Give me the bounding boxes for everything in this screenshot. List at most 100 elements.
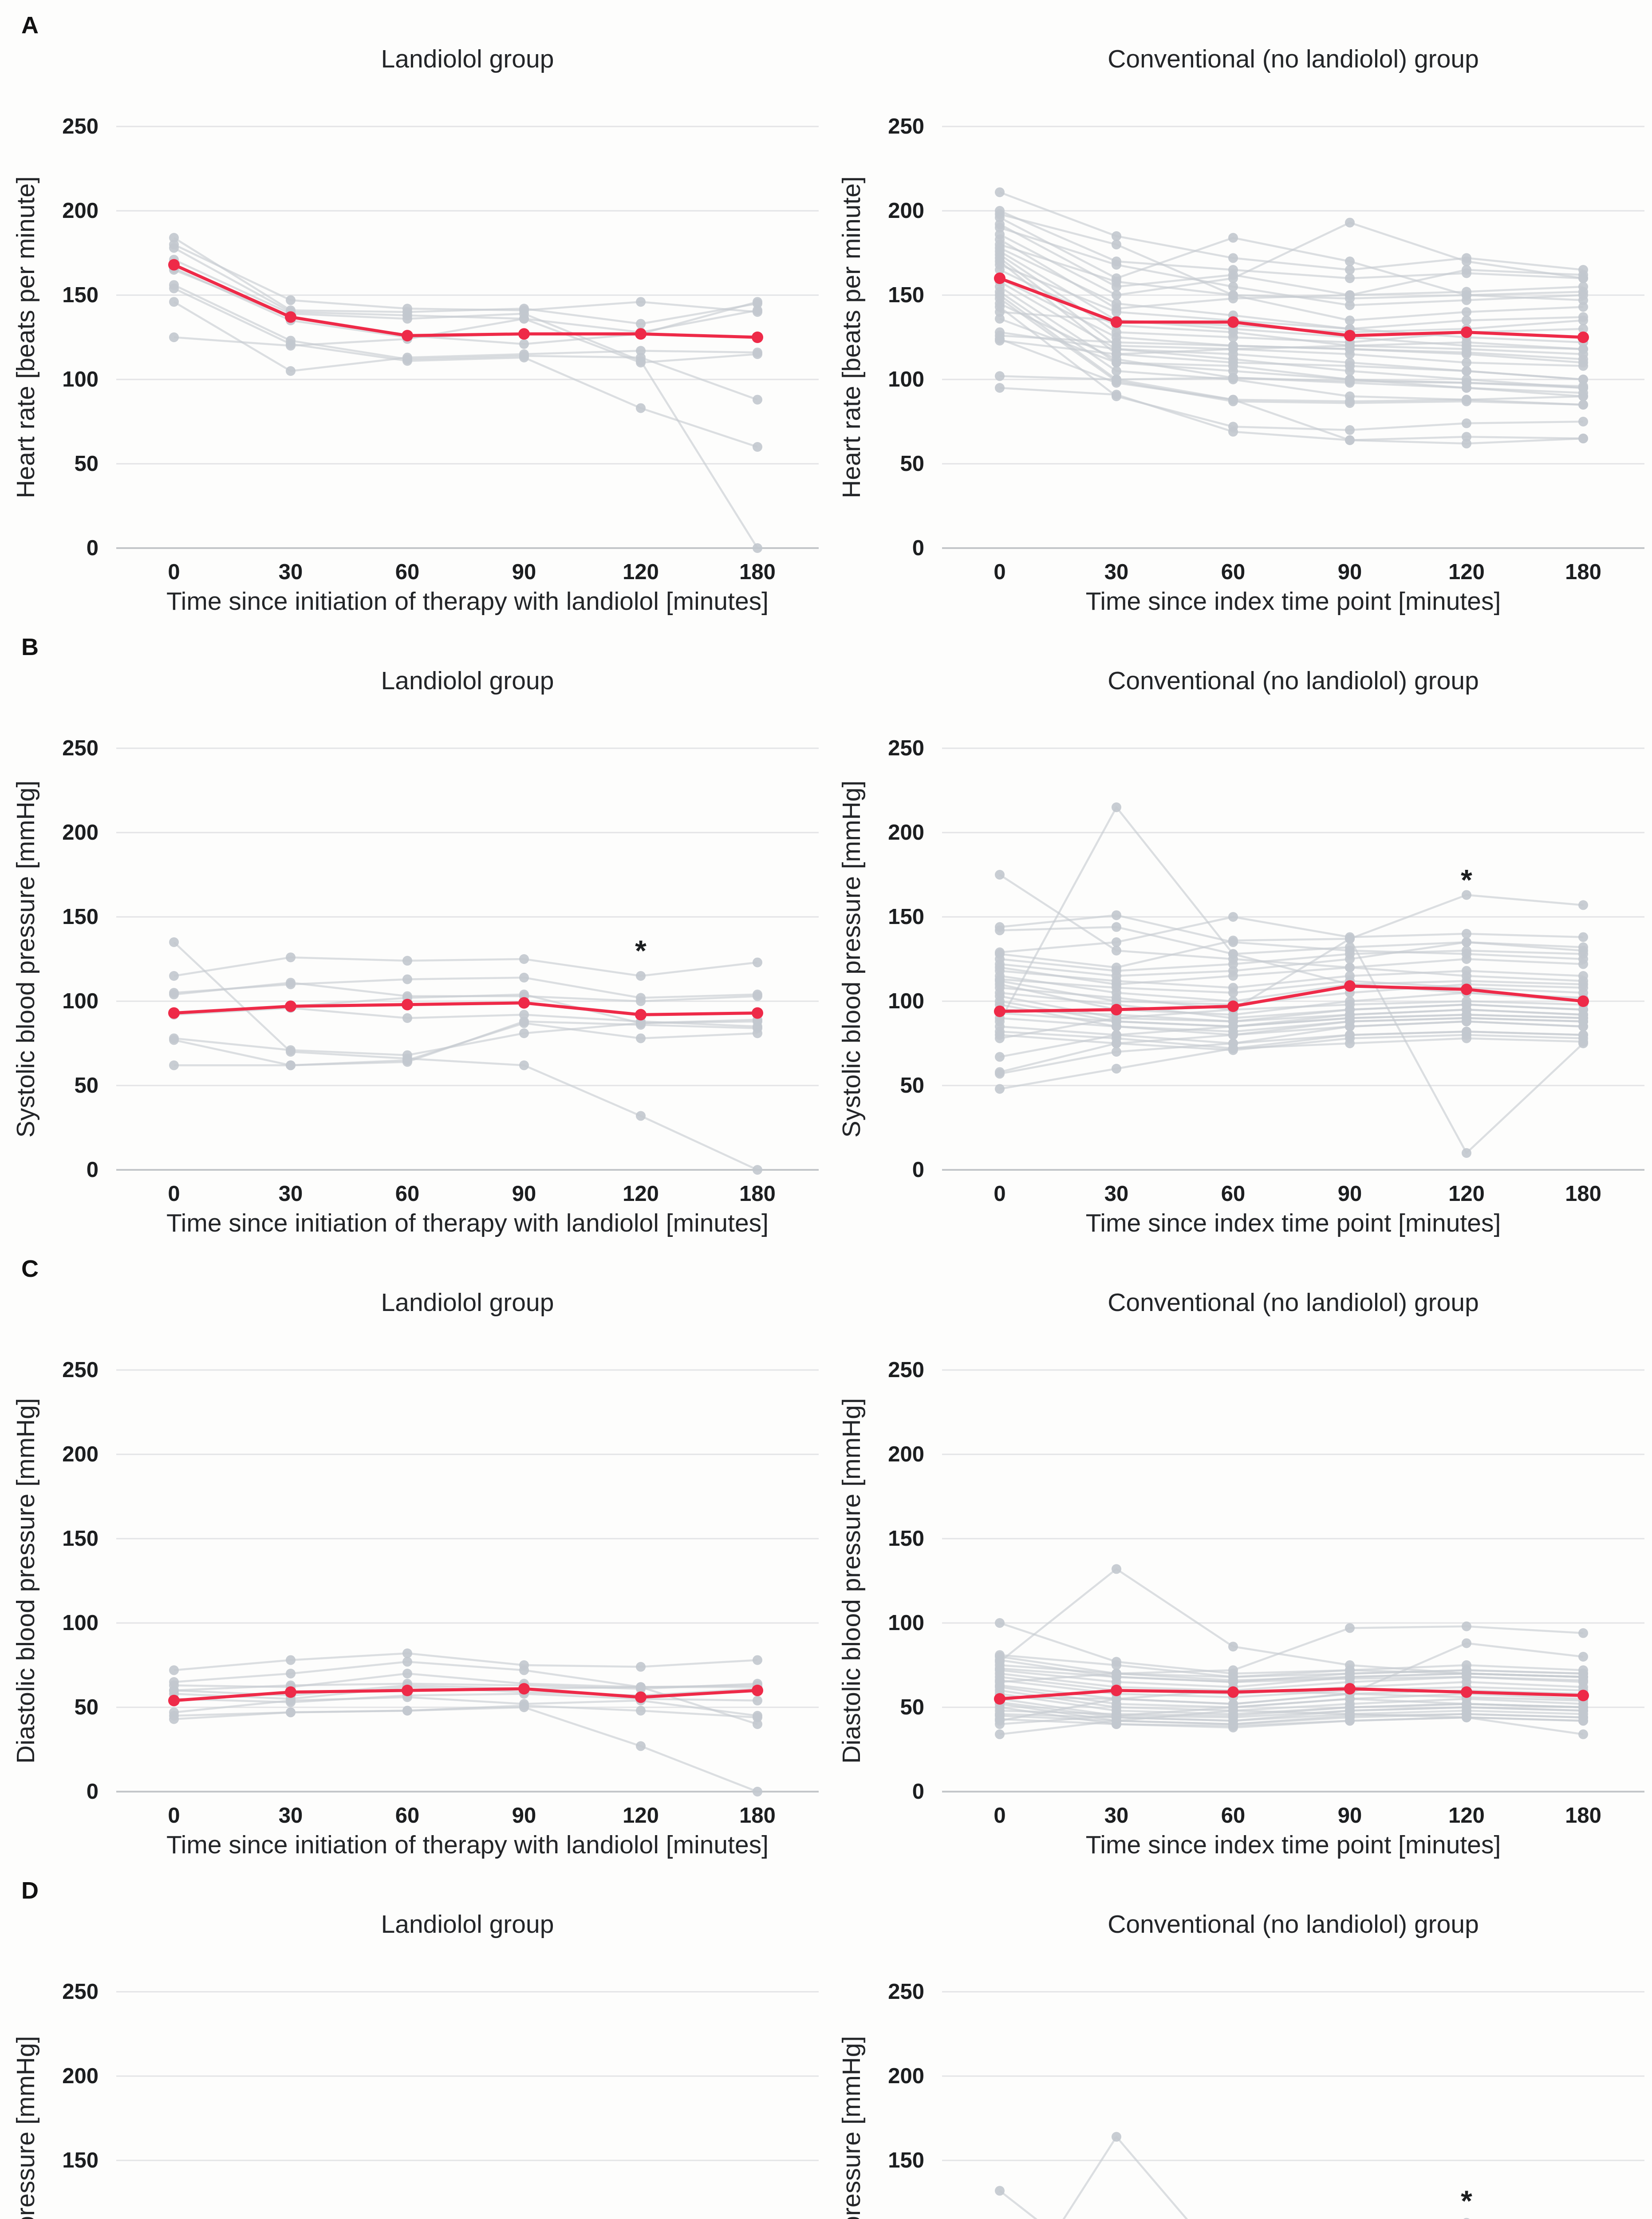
individual-line (1062, 2136, 1188, 2219)
y-tick-label: 50 (74, 452, 99, 476)
individual-line (999, 306, 1584, 431)
y-tick-label: 150 (62, 1527, 99, 1551)
plot-systolic-conventional: * 0 50 100 150 200 250 0 30 60 90 120 180 (888, 736, 1644, 1206)
individual-line (999, 221, 1584, 296)
x-tick-label: 0 (168, 560, 180, 584)
gridlines (116, 1991, 819, 2161)
individual-line (999, 191, 1584, 271)
individual-line (173, 1706, 758, 1793)
y-tick-label: 200 (62, 199, 99, 223)
plot-heart-rate-conventional: 0 50 100 150 200 250 0 30 60 90 120 180 (888, 115, 1644, 584)
y-tick-label: 100 (62, 1611, 99, 1635)
x-tick-label: 30 (279, 560, 303, 584)
y-tick-label: 200 (888, 1442, 924, 1466)
y-tick-label: 100 (62, 367, 99, 391)
significance-asterisk: * (635, 934, 647, 967)
individual-line (999, 1020, 1584, 1073)
individual-line (999, 1710, 1584, 1736)
mean-line (999, 1687, 1584, 1701)
y-tick-label: 0 (912, 1158, 924, 1182)
x-axis-label: Time since initiation of therapy with la… (166, 1209, 769, 1237)
y-tick-label: 150 (888, 905, 924, 929)
x-tick-label: 180 (1565, 1804, 1601, 1828)
mean-series (168, 1683, 763, 1706)
panel-title: Conventional (no landiolol) group (1108, 1910, 1479, 1939)
x-tick-label: 30 (279, 1182, 303, 1206)
x-tick-label: 120 (623, 1804, 659, 1828)
individual-line (999, 1034, 1584, 1051)
plot-diastolic-landiolol: 0 50 100 150 200 250 0 30 60 90 120 180 (62, 1358, 819, 1828)
x-tick-label: 120 (623, 560, 659, 584)
individual-line (999, 1008, 1584, 1028)
panel-a-landiolol: A Landiolol group Heart rate [beats per … (0, 0, 826, 622)
individual-line (999, 375, 1584, 389)
y-tick-label: 200 (62, 1442, 99, 1466)
x-tick-label: 0 (994, 1804, 1005, 1828)
y-tick-label: 0 (912, 536, 924, 560)
individual-line (999, 1701, 1584, 1722)
individual-line (999, 806, 1584, 1022)
panel-label-c: C (21, 1256, 39, 1282)
individual-line (999, 1642, 1584, 1705)
x-tick-label: 0 (168, 1182, 180, 1206)
x-tick-label: 0 (994, 1182, 1005, 1206)
individual-series (995, 1564, 1588, 1739)
individual-line (999, 1003, 1584, 1023)
individual-line (173, 301, 758, 372)
individual-line (173, 284, 758, 401)
individual-line (999, 1664, 1584, 1678)
individual-line (999, 970, 1584, 989)
gridlines (116, 1369, 819, 1793)
panel-title: Landiolol group (381, 1288, 554, 1317)
individual-line (173, 1696, 758, 1717)
x-tick-label: 0 (994, 560, 1005, 584)
gridlines (942, 1369, 1644, 1793)
individual-line (173, 956, 758, 977)
individual-line (999, 894, 1584, 969)
y-tick-label: 150 (888, 283, 924, 307)
individual-line (999, 958, 1584, 986)
individual-line (999, 209, 1584, 280)
panel-c-landiolol: C Landiolol group Diastolic blood pressu… (0, 1244, 826, 1865)
individual-line (173, 941, 758, 1171)
gridlines (942, 747, 1644, 1171)
individual-line (999, 1698, 1584, 1725)
individual-line (999, 387, 1584, 442)
individual-line (999, 1031, 1584, 1075)
individual-line (173, 237, 758, 325)
plot-diastolic-conventional: 0 50 100 150 200 250 0 30 60 90 120 180 (888, 1358, 1644, 1828)
y-tick-label: 200 (888, 199, 924, 223)
y-tick-label: 50 (74, 1074, 99, 1098)
x-axis-label: Time since index time point [minutes] (1085, 1831, 1501, 1859)
y-tick-label: 200 (888, 2064, 924, 2088)
individual-line (999, 874, 1584, 982)
individual-line (999, 1672, 1584, 1692)
individual-line (999, 297, 1584, 406)
mean-line (173, 1001, 758, 1016)
individual-line (999, 2190, 1038, 2219)
panel-title: Landiolol group (381, 45, 554, 73)
y-tick-label: 250 (888, 736, 924, 760)
individual-line (999, 340, 1584, 355)
y-tick-label: 100 (888, 989, 924, 1013)
individual-line (173, 1682, 758, 1692)
individual-line (173, 981, 758, 1003)
plot-systolic-landiolol: * 0 50 100 150 200 250 0 30 60 90 120 180 (62, 736, 819, 1206)
x-axis-label: Time since index time point [minutes] (1085, 1209, 1501, 1237)
individual-series (169, 1648, 762, 1797)
individual-line (999, 941, 1584, 977)
individual-line (173, 976, 758, 999)
individual-line (999, 280, 1584, 389)
x-tick-label: 180 (739, 1804, 776, 1828)
individual-line (173, 243, 758, 313)
y-tick-label: 250 (888, 1980, 924, 2004)
x-axis-label: Time since initiation of therapy with la… (166, 1831, 769, 1859)
panel-label-b: B (21, 634, 39, 660)
individual-line (999, 949, 1584, 972)
x-tick-label: 30 (279, 1804, 303, 1828)
